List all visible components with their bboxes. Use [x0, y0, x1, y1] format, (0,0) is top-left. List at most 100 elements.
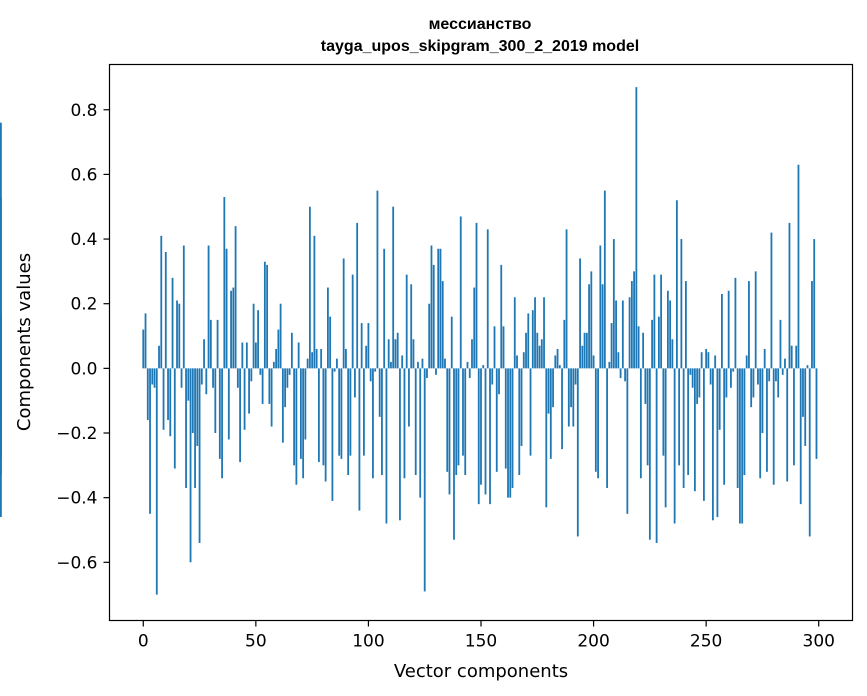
bar	[516, 355, 518, 369]
bar	[169, 368, 172, 437]
bar	[272, 361, 275, 369]
bar	[243, 368, 246, 430]
bar	[813, 239, 816, 369]
bar	[295, 368, 298, 485]
bar	[205, 368, 208, 395]
bar	[315, 348, 318, 369]
bar	[304, 368, 307, 440]
bar	[268, 368, 271, 404]
bar	[633, 271, 635, 369]
bar	[675, 200, 678, 369]
bar	[191, 368, 194, 434]
bar	[691, 368, 694, 388]
bar	[513, 297, 516, 369]
bar	[547, 368, 550, 414]
bar	[712, 368, 714, 521]
bar	[365, 345, 368, 369]
x-tick-label: 0	[138, 632, 149, 652]
bar	[493, 326, 496, 369]
bar	[522, 352, 525, 369]
x-tick-label: 200	[577, 632, 609, 652]
bar	[182, 245, 185, 369]
bar	[678, 368, 681, 466]
bar	[531, 310, 534, 369]
bar	[320, 348, 323, 369]
bar	[718, 368, 721, 430]
bar	[257, 310, 259, 369]
bar	[155, 368, 158, 595]
bar	[308, 206, 311, 369]
bar	[772, 368, 775, 485]
plot-frame	[108, 63, 854, 622]
bar	[759, 368, 762, 479]
bar	[421, 358, 424, 369]
bar	[200, 368, 203, 385]
bar	[565, 229, 568, 369]
bar	[579, 258, 581, 369]
bar	[333, 368, 336, 372]
bar	[655, 368, 658, 543]
chart-title: мессианство	[429, 16, 532, 33]
bar	[612, 239, 615, 369]
bar	[297, 342, 300, 369]
bar	[455, 368, 458, 476]
bar	[644, 368, 647, 404]
bar	[171, 277, 174, 369]
chart-subtitle: tayga_upos_skipgram_300_2_2019 model	[321, 38, 639, 55]
bar	[466, 361, 469, 369]
bar	[700, 352, 703, 369]
bar	[630, 281, 633, 369]
bar	[464, 368, 467, 476]
bar	[437, 248, 440, 369]
bar	[0, 122, 2, 369]
bar	[739, 368, 741, 524]
bar	[329, 316, 332, 369]
bar	[232, 287, 235, 369]
bar	[259, 368, 262, 375]
bar	[347, 368, 350, 476]
bar	[680, 239, 683, 369]
y-tick-label: 0.0	[70, 359, 97, 379]
bar	[525, 332, 527, 369]
bar	[646, 368, 649, 466]
bar	[775, 368, 777, 382]
bar	[354, 368, 356, 398]
bar	[178, 303, 181, 369]
bar	[349, 368, 352, 456]
bar	[358, 368, 361, 511]
bar	[275, 348, 278, 369]
bar	[417, 361, 419, 369]
bar	[509, 368, 512, 498]
bar	[549, 368, 552, 459]
bar	[552, 368, 554, 408]
bar	[489, 368, 491, 505]
bar	[146, 368, 149, 421]
bar	[331, 368, 334, 501]
x-axis-ticks: 0 50 100 150 200 250 300	[138, 620, 835, 652]
bar	[252, 303, 255, 369]
bar	[734, 277, 737, 369]
bar	[648, 368, 651, 540]
bar	[324, 368, 327, 482]
bar	[504, 368, 507, 469]
bar	[666, 290, 669, 369]
bar	[554, 355, 557, 369]
bar	[439, 248, 442, 369]
bar	[689, 368, 692, 375]
bar	[250, 368, 253, 382]
bar	[576, 368, 579, 537]
bar	[277, 329, 280, 369]
bar	[543, 297, 545, 369]
bar	[741, 368, 744, 524]
bar	[302, 368, 305, 479]
y-tick-label: −0.6	[56, 553, 97, 573]
bar	[626, 368, 629, 514]
bar	[383, 248, 386, 369]
bar	[209, 319, 212, 369]
bar	[270, 368, 273, 427]
bar	[651, 319, 654, 369]
bar	[284, 368, 287, 408]
bar	[815, 368, 818, 459]
bar	[662, 368, 665, 456]
bar	[401, 355, 404, 369]
